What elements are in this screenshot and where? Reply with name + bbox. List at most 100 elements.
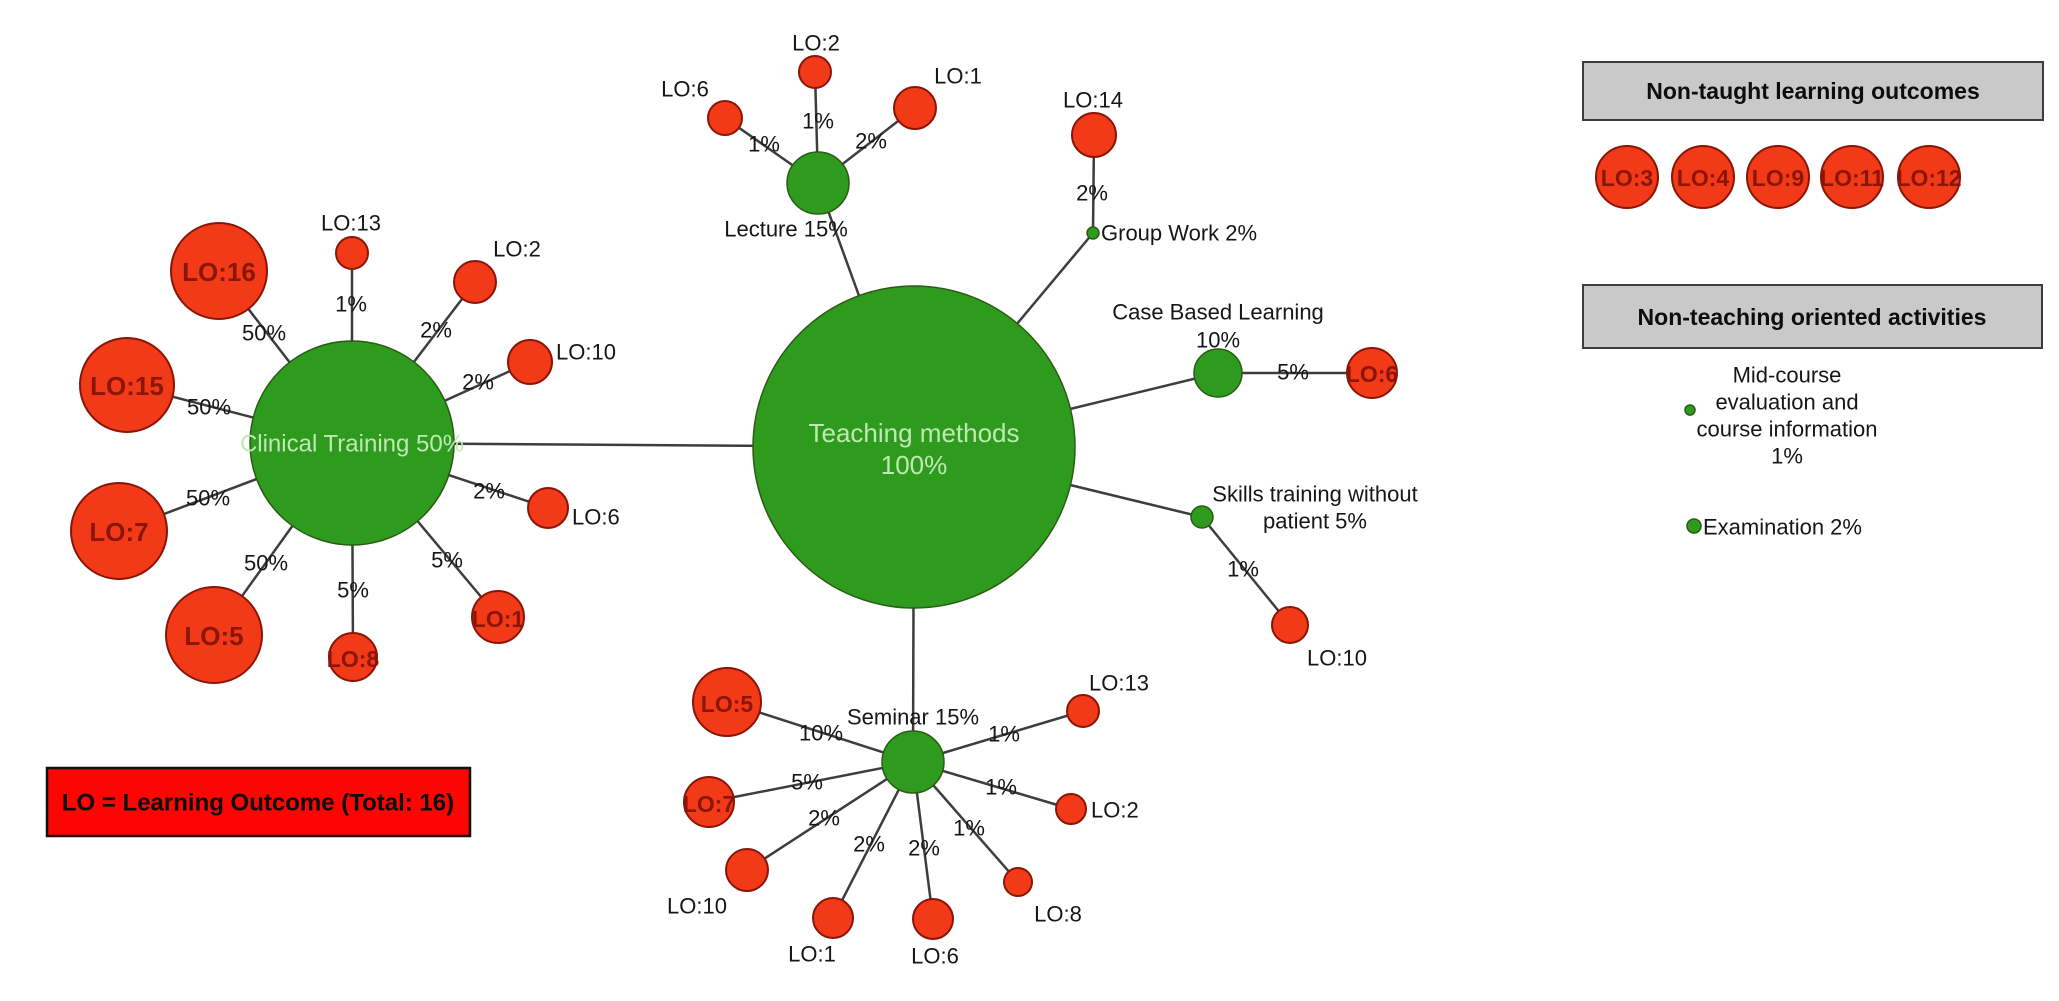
mid-course-line3: course information (1697, 417, 1878, 442)
examination-dot (1686, 518, 1702, 534)
label-clinical-lo5: LO:5 (184, 621, 243, 651)
mid-course-line4: 1% (1771, 444, 1803, 469)
label-seminar-lo2: LO:2 (1091, 798, 1139, 823)
outcome-node-clinical-lo13 (335, 236, 369, 270)
non-taught-label-lo3: LO:3 (1601, 165, 1653, 191)
seminar-label: Seminar 15% (847, 705, 979, 730)
pct-clinical-lo5: 50% (244, 551, 288, 576)
label-seminar-lo6: LO:6 (911, 944, 959, 969)
pct-seminar-lo5: 10% (799, 721, 843, 746)
pct-casebased-lo6: 5% (1277, 360, 1309, 385)
outcome-node-lecture-lo6 (707, 100, 743, 136)
mid-course-line2: evaluation and (1715, 390, 1858, 415)
outcome-node-clinical-lo7 (70, 482, 168, 580)
label-groupwork-lo14: LO:14 (1063, 88, 1123, 113)
label-lecture-lo2: LO:2 (792, 31, 840, 56)
clinical-training-label: Clinical Training 50% (240, 431, 464, 458)
label-seminar-lo8: LO:8 (1034, 902, 1082, 927)
panel-non-teaching: Non-teaching oriented activities Mid-cou… (1582, 284, 2043, 540)
teaching-methods-pct: 100% (881, 450, 948, 480)
outcome-node-lecture-lo1 (893, 86, 937, 130)
pct-clinical-lo16: 50% (242, 321, 286, 346)
method-node-clinical-training (249, 340, 455, 546)
outcome-node-clinical-lo5 (165, 586, 263, 684)
label-clinical-lo6: LO:6 (572, 505, 620, 530)
label-clinical-lo13: LO:13 (321, 211, 381, 236)
edge-percent-labels: 50% 1% 2% 50% 2% 50% 2% 50% 5% 5% 1% 1% … (186, 109, 1309, 861)
case-based-label-line2: 10% (1196, 328, 1240, 353)
outcome-node-clinical-lo10 (507, 339, 553, 385)
outcome-node-casebased-lo6 (1346, 347, 1398, 399)
outcome-node-clinical-lo6 (527, 487, 569, 529)
label-clinical-lo1: LO:1 (472, 606, 525, 632)
lecture-label: Lecture 15% (724, 217, 848, 242)
case-based-label-line1: Case Based Learning (1112, 300, 1324, 325)
label-seminar-lo10: LO:10 (667, 894, 727, 919)
non-taught-node-lo12 (1897, 145, 1961, 209)
pct-clinical-lo2: 2% (420, 318, 452, 343)
non-taught-label-lo12: LO:12 (1896, 165, 1961, 191)
method-node-teaching-methods (752, 285, 1076, 609)
pct-lecture-lo6: 1% (748, 132, 780, 157)
mid-course-dot (1684, 404, 1696, 416)
outcome-labels: LO:16 LO:13 LO:2 LO:15 LO:10 LO:7 LO:6 L… (89, 31, 1398, 969)
outcome-node-seminar-lo7 (683, 776, 735, 828)
outcome-nodes (70, 55, 1398, 940)
pct-seminar-lo7: 5% (791, 770, 823, 795)
label-seminar-lo7: LO:7 (683, 791, 735, 817)
label-clinical-lo10: LO:10 (556, 340, 616, 365)
method-node-lecture (786, 151, 850, 215)
pct-lecture-lo2: 1% (802, 109, 834, 134)
pct-seminar-lo10: 2% (808, 806, 840, 831)
method-node-skills-training (1190, 505, 1214, 529)
pct-clinical-lo8: 5% (337, 578, 369, 603)
pct-clinical-lo10: 2% (462, 370, 494, 395)
label-clinical-lo8: LO:8 (327, 646, 380, 672)
outcome-node-clinical-lo2 (453, 260, 497, 304)
pct-skills-lo10: 1% (1227, 557, 1259, 582)
pct-clinical-lo15: 50% (187, 395, 231, 420)
non-taught-label-lo9: LO:9 (1752, 165, 1804, 191)
outcome-node-skills-lo10 (1271, 606, 1309, 644)
edge-skills-lo10 (1201, 516, 1291, 626)
non-taught-node-lo11 (1820, 145, 1884, 209)
label-clinical-lo16: LO:16 (182, 257, 256, 287)
label-clinical-lo15: LO:15 (90, 371, 164, 401)
method-node-group-work (1086, 226, 1100, 240)
non-taught-node-lo4 (1671, 145, 1735, 209)
skills-label-line2: patient 5% (1263, 509, 1367, 534)
label-seminar-lo5: LO:5 (701, 691, 754, 717)
outcome-node-seminar-lo6 (912, 898, 954, 940)
non-teaching-title: Non-teaching oriented activities (1638, 304, 1987, 330)
outcome-node-clinical-lo16 (170, 222, 268, 320)
legend-label: LO = Learning Outcome (Total: 16) (62, 790, 454, 817)
non-taught-label-lo4: LO:4 (1677, 165, 1730, 191)
outcome-node-groupwork-lo14 (1071, 112, 1117, 158)
label-clinical-lo7: LO:7 (89, 517, 148, 547)
label-seminar-lo1: LO:1 (788, 942, 836, 967)
pct-clinical-lo1: 5% (431, 548, 463, 573)
outcome-node-lecture-lo2 (798, 55, 832, 89)
mid-course-line1: Mid-course (1733, 363, 1842, 388)
label-lecture-lo1: LO:1 (934, 64, 982, 89)
label-lecture-lo6: LO:6 (661, 77, 709, 102)
non-taught-header-box (1582, 61, 2044, 121)
outcome-node-seminar-lo8 (1003, 867, 1033, 897)
label-seminar-lo13: LO:13 (1089, 671, 1149, 696)
pct-seminar-lo1: 2% (853, 832, 885, 857)
edge-seminar-lo7 (708, 760, 914, 804)
outcome-node-seminar-lo1 (812, 897, 854, 939)
pct-seminar-lo2: 1% (985, 775, 1017, 800)
non-taught-node-lo3 (1595, 145, 1659, 209)
label-skills-lo10: LO:10 (1307, 646, 1367, 671)
group-work-label: Group Work 2% (1101, 221, 1257, 246)
pct-seminar-lo13: 1% (988, 722, 1020, 747)
edge-seminar-lo10 (746, 760, 914, 872)
method-labels: Teaching methods 100% Clinical Training … (240, 217, 1418, 730)
pct-lecture-lo1: 2% (855, 129, 887, 154)
pct-seminar-lo8: 1% (953, 816, 985, 841)
skills-label-line1: Skills training without (1212, 482, 1417, 507)
method-nodes (249, 151, 1243, 794)
